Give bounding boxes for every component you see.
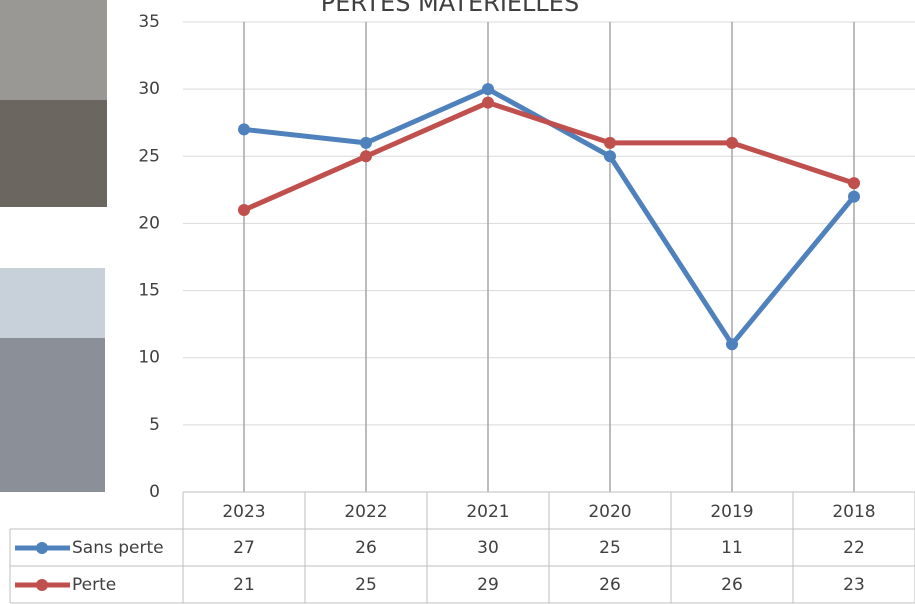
y-tick-label: 30 [138, 79, 160, 99]
table-value: 26 [599, 575, 621, 595]
legend-label: Sans perte [72, 538, 164, 558]
point [360, 150, 372, 162]
y-tick-label: 10 [138, 348, 160, 368]
table-value: 25 [355, 575, 377, 595]
y-tick-label: 15 [138, 281, 160, 301]
table-value: 29 [477, 575, 499, 595]
point [482, 97, 494, 109]
table-value: 11 [721, 538, 743, 558]
point [726, 137, 738, 149]
table-value: 23 [843, 575, 865, 595]
table-value: 27 [233, 538, 255, 558]
y-tick-label: 35 [138, 12, 160, 32]
point [238, 123, 250, 135]
point [848, 177, 860, 189]
table-value: 30 [477, 538, 499, 558]
y-tick-label: 25 [138, 146, 160, 166]
legend-label: Perte [72, 575, 116, 595]
point [360, 137, 372, 149]
chart: PERTES MATÉRIELLES 0 5 10 15 20 25 30 35 2023 202… [0, 0, 915, 604]
x-tick-label: 2020 [588, 502, 631, 522]
table-value: 21 [233, 575, 255, 595]
x-tick-label: 2018 [832, 502, 875, 522]
table-value: 25 [599, 538, 621, 558]
y-tick-label: 5 [149, 415, 160, 435]
x-tick-label: 2019 [710, 502, 753, 522]
legend-marker [36, 542, 48, 554]
photo-sky [0, 268, 105, 338]
y-tick-label: 0 [149, 482, 160, 502]
series-line [244, 89, 854, 344]
point [238, 204, 250, 216]
x-tick-label: 2021 [466, 502, 509, 522]
point [848, 191, 860, 203]
point [604, 137, 616, 149]
point [604, 150, 616, 162]
legend-marker [36, 579, 48, 591]
table-value: 22 [843, 538, 865, 558]
table-value: 26 [721, 575, 743, 595]
x-tick-label: 2023 [222, 502, 265, 522]
chart-title: PERTES MATÉRIELLES [321, 0, 579, 17]
y-tick-label: 20 [138, 213, 160, 233]
point [726, 338, 738, 350]
point [482, 83, 494, 95]
table-value: 26 [355, 538, 377, 558]
photo-smoke [0, 0, 107, 100]
x-tick-label: 2022 [344, 502, 387, 522]
